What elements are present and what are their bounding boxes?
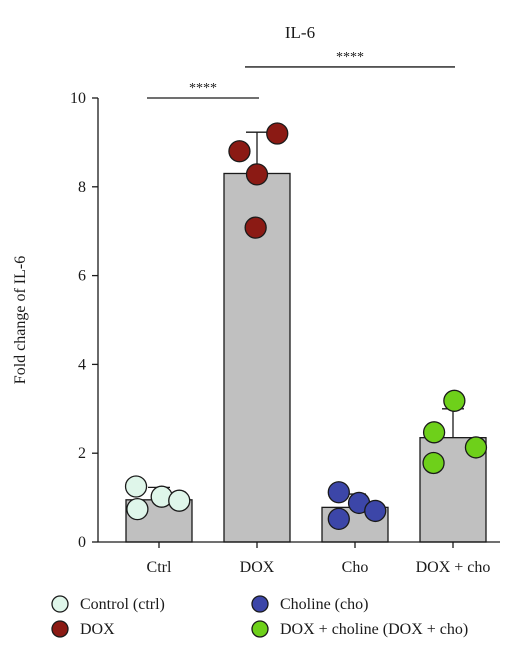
significance-bracket: **** [245,50,455,68]
significance-bracket: **** [147,81,259,99]
legend-marker [51,595,69,613]
point-dox [228,140,251,163]
x-tick-label: Ctrl [147,559,172,576]
point-ctrl [124,475,148,498]
point-ctrl [126,497,149,521]
y-tick-label: 6 [78,268,86,285]
point-cho [364,499,387,523]
legend-item: Choline (cho) [251,595,368,613]
point-dox-cho [422,421,446,444]
legend-label: Choline (cho) [280,596,368,613]
legend-marker [251,620,269,638]
y-tick-label: 10 [70,90,86,107]
point-dox-cho [464,436,488,459]
legend-item: DOX + choline (DOX + cho) [251,620,468,638]
error-bar-dox-cho [442,408,464,438]
point-dox-cho [422,451,445,475]
y-tick-label: 2 [78,445,86,462]
legend: Control (ctrl) Choline (cho) DOX DOX + chol… [51,595,468,638]
y-tick-label: 8 [78,179,86,196]
legend-marker [51,620,69,638]
x-tick-label: Cho [342,559,369,576]
point-dox [244,216,267,239]
x-tick-label: DOX + cho [416,559,491,576]
y-axis-label: Fold change of IL-6 [12,256,29,384]
point-dox-cho [443,389,466,412]
point-cho [327,481,350,504]
point-cho [327,507,350,531]
chart-title: IL-6 [285,23,315,42]
legend-label: Control (ctrl) [80,596,165,613]
significance-label: **** [189,81,217,96]
y-tick-label: 4 [78,356,86,373]
legend-label: DOX + choline (DOX + cho) [280,621,468,638]
y-tick-label: 0 [78,534,86,551]
legend-marker [251,595,269,613]
legend-item: DOX [51,620,115,638]
legend-label: DOX [80,621,115,638]
point-dox [245,163,269,186]
significance-label: **** [336,50,364,65]
point-dox [266,122,289,145]
plot-area: 0 2 4 6 8 10 Ctrl DOX Cho DOX + cho **** **** [70,50,500,576]
x-tick-label: DOX [240,559,275,576]
legend-item: Control (ctrl) [51,595,165,613]
point-ctrl [168,489,191,512]
